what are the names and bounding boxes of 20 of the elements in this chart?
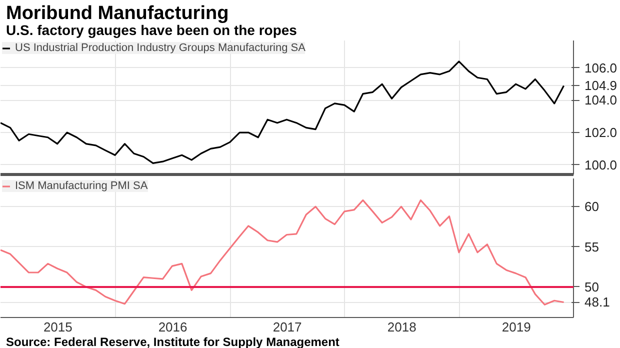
y-tick-label: 104.9 <box>584 78 618 94</box>
y-tick-label: 55 <box>584 239 599 254</box>
legend-label: ISM Manufacturing PMI SA <box>15 180 148 192</box>
line-series <box>0 60 565 164</box>
y-tick-label: 104.0 <box>584 92 618 108</box>
chart-subtitle: U.S. factory gauges have been on the ropes <box>6 22 297 40</box>
x-tick-label: 2015 <box>43 320 72 334</box>
y-tick-label: 50 <box>584 279 599 294</box>
y-tick-label: 60 <box>584 199 599 214</box>
x-tick-label: 2016 <box>158 320 188 334</box>
line-series <box>0 199 565 306</box>
y-tick-label: 48.1 <box>584 294 610 310</box>
y-tick-label: 100.0 <box>584 157 618 172</box>
chart-title: Moribund Manufacturing <box>6 2 229 24</box>
y-tick-label: 102.0 <box>584 125 618 140</box>
x-tick-label: 2018 <box>387 320 416 334</box>
y-tick-label: 106.0 <box>584 60 618 76</box>
x-tick-label: 2017 <box>272 320 302 334</box>
legend-label: US Industrial Production Industry Groups Manufacturing SA <box>15 42 306 54</box>
x-tick-label: 2019 <box>502 320 531 334</box>
